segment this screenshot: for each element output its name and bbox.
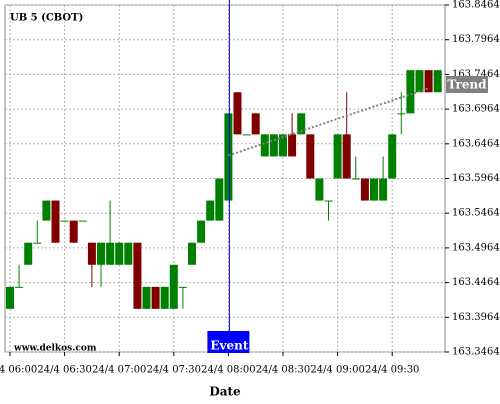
candle-body — [33, 242, 42, 244]
y-tick-label: 163.5964 — [452, 173, 500, 184]
candle-body — [424, 70, 433, 93]
candle-body — [215, 178, 224, 221]
candle-body — [178, 286, 187, 288]
x-tick-label: 24/4 08:30 — [256, 365, 310, 376]
watermark: www.delkos.com — [13, 344, 97, 354]
y-tick-label: 163.7464 — [452, 69, 500, 80]
candle-body — [306, 134, 315, 179]
candle-body — [42, 200, 51, 221]
candle-body — [106, 242, 115, 265]
y-tick-label: 163.5464 — [452, 208, 500, 219]
candle-body — [60, 220, 69, 222]
candle-body — [397, 113, 406, 115]
x-tick-label: 24/4 06:30 — [37, 365, 91, 376]
candle-body — [370, 178, 378, 201]
candle-body — [160, 286, 169, 309]
trend-box — [446, 76, 488, 93]
candle-body — [6, 286, 14, 309]
candle-body — [260, 134, 269, 157]
y-tick-label: 163.6964 — [452, 104, 500, 115]
candle-body — [360, 178, 369, 201]
trend-line — [228, 87, 429, 157]
candle-body — [142, 286, 151, 309]
candle-body — [251, 113, 260, 135]
candle-body — [206, 200, 215, 221]
candle-body — [151, 286, 160, 309]
candle-body — [388, 134, 397, 179]
candle-body — [78, 220, 87, 222]
y-tick-label: 163.3464 — [452, 347, 500, 358]
candle-body — [97, 242, 105, 265]
x-axis-label: Date — [209, 385, 241, 399]
chart-title: UB 5 (CBOT) — [10, 13, 83, 24]
candle-body — [169, 264, 178, 309]
candle-body — [315, 178, 324, 201]
candle-body — [297, 113, 306, 135]
candle-body — [279, 134, 287, 157]
candle-body — [233, 92, 242, 135]
candle-body — [15, 286, 24, 288]
y-tick-label: 163.4964 — [452, 242, 500, 253]
event-label: Event — [210, 339, 248, 353]
candle-body — [324, 200, 333, 202]
y-tick-label: 163.6464 — [452, 138, 500, 149]
candle-body — [224, 113, 233, 201]
candle-body — [69, 220, 78, 243]
candle-body — [197, 220, 206, 243]
x-tick-label: 24/4 06:00 — [0, 365, 37, 376]
candle-body — [333, 134, 342, 179]
y-tick-label: 163.3964 — [452, 312, 500, 323]
candle-body — [288, 134, 297, 157]
y-tick-label: 163.7964 — [452, 34, 500, 45]
candle-body — [379, 178, 388, 201]
trend-label: Trend — [447, 78, 487, 92]
event-box — [207, 331, 250, 353]
candle-body — [87, 242, 96, 265]
candle-body — [433, 70, 442, 93]
y-tick-label: 163.4464 — [452, 277, 500, 288]
candle-body — [115, 242, 124, 265]
x-tick-label: 24/4 08:00 — [201, 365, 255, 376]
y-tick-label: 163.8464 — [452, 0, 500, 11]
candle-body — [415, 70, 424, 93]
x-tick-label: 24/4 07:00 — [92, 365, 146, 376]
candle-body — [124, 242, 133, 265]
candle-body — [242, 134, 251, 136]
x-tick-label: 24/4 07:30 — [147, 365, 201, 376]
candle-body — [133, 242, 142, 309]
candle-body — [351, 178, 360, 180]
candle-body — [342, 134, 351, 179]
x-tick-label: 24/4 09:30 — [365, 365, 419, 376]
candle-body — [406, 70, 415, 114]
candle-body — [269, 134, 278, 157]
candle-body — [188, 242, 196, 265]
x-tick-label: 24/4 09:00 — [310, 365, 364, 376]
candle-body — [51, 200, 60, 243]
candle-body — [24, 242, 33, 265]
